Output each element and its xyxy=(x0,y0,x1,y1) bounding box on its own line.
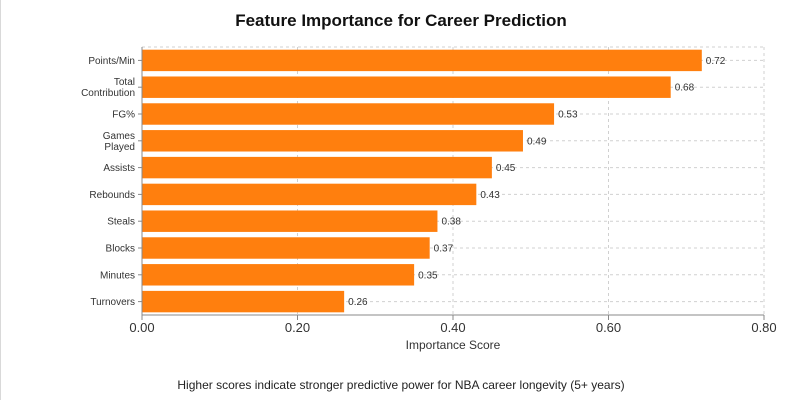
bars: 0.72 0.68 0.53 0.49 0.45 0.43 0.38 0.37 0.35 0.26 xyxy=(142,49,726,313)
data-label: 0.53 xyxy=(558,110,578,121)
data-label: 0.68 xyxy=(675,83,695,94)
bar xyxy=(142,237,430,259)
y-tick-label: Blocks xyxy=(106,244,135,255)
data-label: 0.26 xyxy=(348,297,368,308)
x-tick-label: 0.60 xyxy=(596,320,621,335)
x-axis-label: Importance Score xyxy=(406,338,501,352)
data-label: 0.49 xyxy=(527,136,547,147)
y-tick-label: Minutes xyxy=(100,270,135,281)
data-label: 0.38 xyxy=(441,217,461,228)
bar xyxy=(142,76,671,98)
x-tick-label: 0.40 xyxy=(440,320,465,335)
y-tick-label: Assists xyxy=(103,163,135,174)
bar xyxy=(142,130,523,152)
bar xyxy=(142,183,477,206)
data-label: 0.37 xyxy=(434,244,454,255)
chart-caption: Higher scores indicate stronger predicti… xyxy=(177,378,624,392)
y-tick-label: Points/Min xyxy=(88,56,135,67)
axes: Points/Min Total Contribution FG% Games Playe… xyxy=(81,47,777,335)
bar xyxy=(142,264,415,286)
bar xyxy=(142,49,702,72)
data-label: 0.72 xyxy=(706,56,726,67)
bar xyxy=(142,290,345,313)
y-tick-label: Steals xyxy=(107,217,135,228)
chart-title: Feature Importance for Career Prediction xyxy=(235,11,567,30)
data-label: 0.35 xyxy=(418,270,438,281)
data-label: 0.43 xyxy=(480,190,500,201)
y-tick-label: Total Contribution xyxy=(81,77,135,99)
data-label: 0.45 xyxy=(496,163,516,174)
bar xyxy=(142,210,438,232)
y-tick-label: FG% xyxy=(112,110,135,121)
y-tick-label: Games Played xyxy=(103,131,135,153)
y-tick-label: Turnovers xyxy=(90,297,135,308)
x-tick-label: 0.80 xyxy=(751,320,776,335)
bar xyxy=(142,103,555,125)
y-tick-label: Rebounds xyxy=(89,190,135,201)
x-tick-label: 0.00 xyxy=(129,320,154,335)
x-tick-label: 0.20 xyxy=(285,320,310,335)
bar xyxy=(142,156,492,179)
